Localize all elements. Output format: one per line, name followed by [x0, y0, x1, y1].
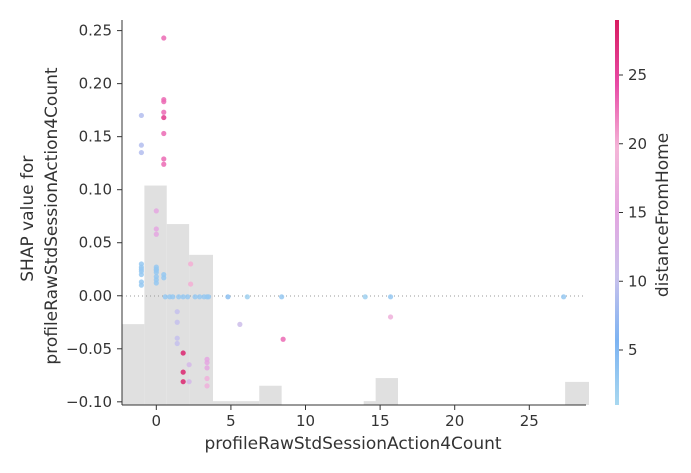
y-tick-label: 0.05 [79, 234, 112, 252]
data-point [161, 99, 167, 105]
data-point [138, 271, 144, 278]
data-point [162, 294, 168, 300]
data-point [161, 161, 167, 167]
y-tick-label: 0.15 [79, 128, 112, 146]
data-point [561, 294, 567, 300]
data-point [387, 314, 394, 320]
data-point [225, 294, 231, 300]
histogram-bar [122, 324, 145, 405]
x-tick-label: 5 [226, 412, 236, 430]
histogram-bar [363, 401, 388, 405]
data-point [153, 231, 159, 237]
colorbar-title: distanceFromHome [653, 133, 673, 297]
histogram-bar [375, 378, 399, 405]
x-axis-title: profileRawStdSessionAction4Count [204, 434, 501, 454]
y-axis-title-line-1: SHAP value for [18, 156, 38, 282]
data-point [138, 282, 144, 288]
data-point [244, 294, 250, 300]
data-point [204, 383, 210, 389]
data-point [153, 208, 159, 214]
data-point [161, 114, 167, 121]
data-point [204, 365, 210, 371]
histogram-bar [235, 401, 260, 405]
colorbar-tick-label: 25 [628, 66, 647, 84]
y-tick-label: 0.00 [79, 287, 112, 305]
x-tick-label: 20 [445, 412, 464, 430]
y-tick-label: 0.10 [79, 181, 112, 199]
data-point [280, 336, 286, 342]
x-tick-label: 0 [152, 412, 162, 430]
feature-histogram [122, 185, 589, 405]
data-point [138, 142, 144, 148]
colorbar-tick-label: 5 [628, 341, 638, 359]
data-point [192, 294, 198, 300]
data-point [204, 375, 210, 382]
data-point [387, 294, 394, 300]
data-point [279, 294, 285, 300]
y-axis-ticks: −0.10 −0.05 0.00 0.05 0.10 0.15 0.20 0.25 [66, 22, 122, 411]
data-point [138, 112, 144, 119]
data-point [161, 109, 167, 115]
x-tick-label: 15 [371, 412, 390, 430]
data-point [161, 156, 167, 162]
data-point [196, 294, 203, 300]
colorbar-tick-label: 15 [628, 204, 647, 222]
y-tick-label: −0.05 [66, 340, 112, 358]
colorbar-tick-label: 20 [628, 135, 647, 153]
data-point [161, 130, 167, 137]
data-point [174, 335, 180, 341]
data-point [204, 359, 210, 366]
data-point [174, 319, 180, 325]
data-point [188, 261, 194, 267]
histogram-bar [259, 385, 282, 405]
x-tick-label: 10 [296, 412, 315, 430]
y-tick-label: 0.20 [79, 75, 112, 93]
data-point [174, 340, 180, 347]
data-point [170, 294, 176, 300]
data-point [174, 309, 180, 315]
x-tick-label: 25 [520, 412, 539, 430]
data-point [185, 294, 191, 300]
colorbar [615, 20, 619, 405]
data-point [180, 350, 186, 356]
data-point [186, 379, 192, 385]
y-tick-label: 0.25 [79, 22, 112, 40]
data-point [362, 294, 368, 300]
data-point [186, 362, 192, 368]
histogram-bar [565, 381, 589, 405]
data-point [153, 226, 159, 232]
data-point [180, 369, 186, 375]
data-point [237, 321, 243, 327]
data-point [180, 294, 186, 300]
data-point [161, 35, 167, 41]
data-point [153, 269, 159, 276]
data-point [161, 275, 167, 281]
data-point [138, 149, 144, 156]
y-axis-title: SHAP value for profileRawStdSessionActio… [18, 67, 62, 364]
scatter-points [138, 35, 567, 389]
histogram-bar [144, 185, 167, 405]
x-axis-ticks: 0 5 10 15 20 25 [152, 405, 539, 430]
colorbar-tick-label: 10 [628, 272, 647, 290]
data-point [176, 294, 182, 300]
data-point [205, 294, 212, 300]
histogram-bar [189, 254, 214, 405]
histogram-bar [166, 224, 190, 405]
data-point [153, 280, 159, 286]
colorbar-ticks: 5 10 15 20 25 [619, 66, 647, 359]
histogram-bar [213, 401, 236, 405]
data-point [188, 281, 194, 287]
y-tick-label: −0.10 [66, 393, 112, 411]
y-axis-title-line-2: profileRawStdSessionAction4Count [42, 67, 62, 364]
data-point [180, 379, 186, 385]
